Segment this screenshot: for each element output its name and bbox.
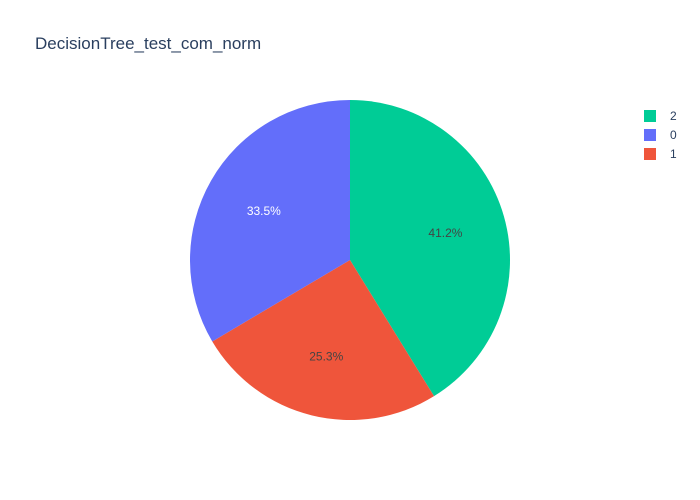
legend-swatch-0	[644, 128, 656, 141]
slice-percent-label-1: 25.3%	[309, 349, 343, 363]
legend-item-2[interactable]: 2	[644, 106, 677, 125]
legend-swatch-2	[644, 109, 656, 122]
pie-slice-0[interactable]	[189, 100, 350, 342]
pie-slice-1[interactable]	[212, 260, 435, 420]
legend-swatch-1	[644, 147, 656, 160]
pie-slice-labels: 41.2% 25.3% 33.5%	[247, 204, 463, 363]
slice-percent-label-2: 41.2%	[428, 226, 462, 240]
legend-item-0[interactable]: 0	[644, 125, 677, 144]
chart-title: DecisionTree_test_com_norm	[35, 34, 262, 53]
legend-item-1[interactable]: 1	[644, 144, 677, 163]
legend-label-0: 0	[670, 127, 677, 142]
legend-label-2: 2	[670, 108, 677, 123]
slice-percent-label-0: 33.5%	[247, 204, 281, 218]
legend-label-1: 1	[670, 146, 677, 161]
pie-slice-2[interactable]	[350, 100, 511, 397]
legend: 2 0 1	[644, 106, 677, 163]
pie-slices	[189, 100, 511, 420]
